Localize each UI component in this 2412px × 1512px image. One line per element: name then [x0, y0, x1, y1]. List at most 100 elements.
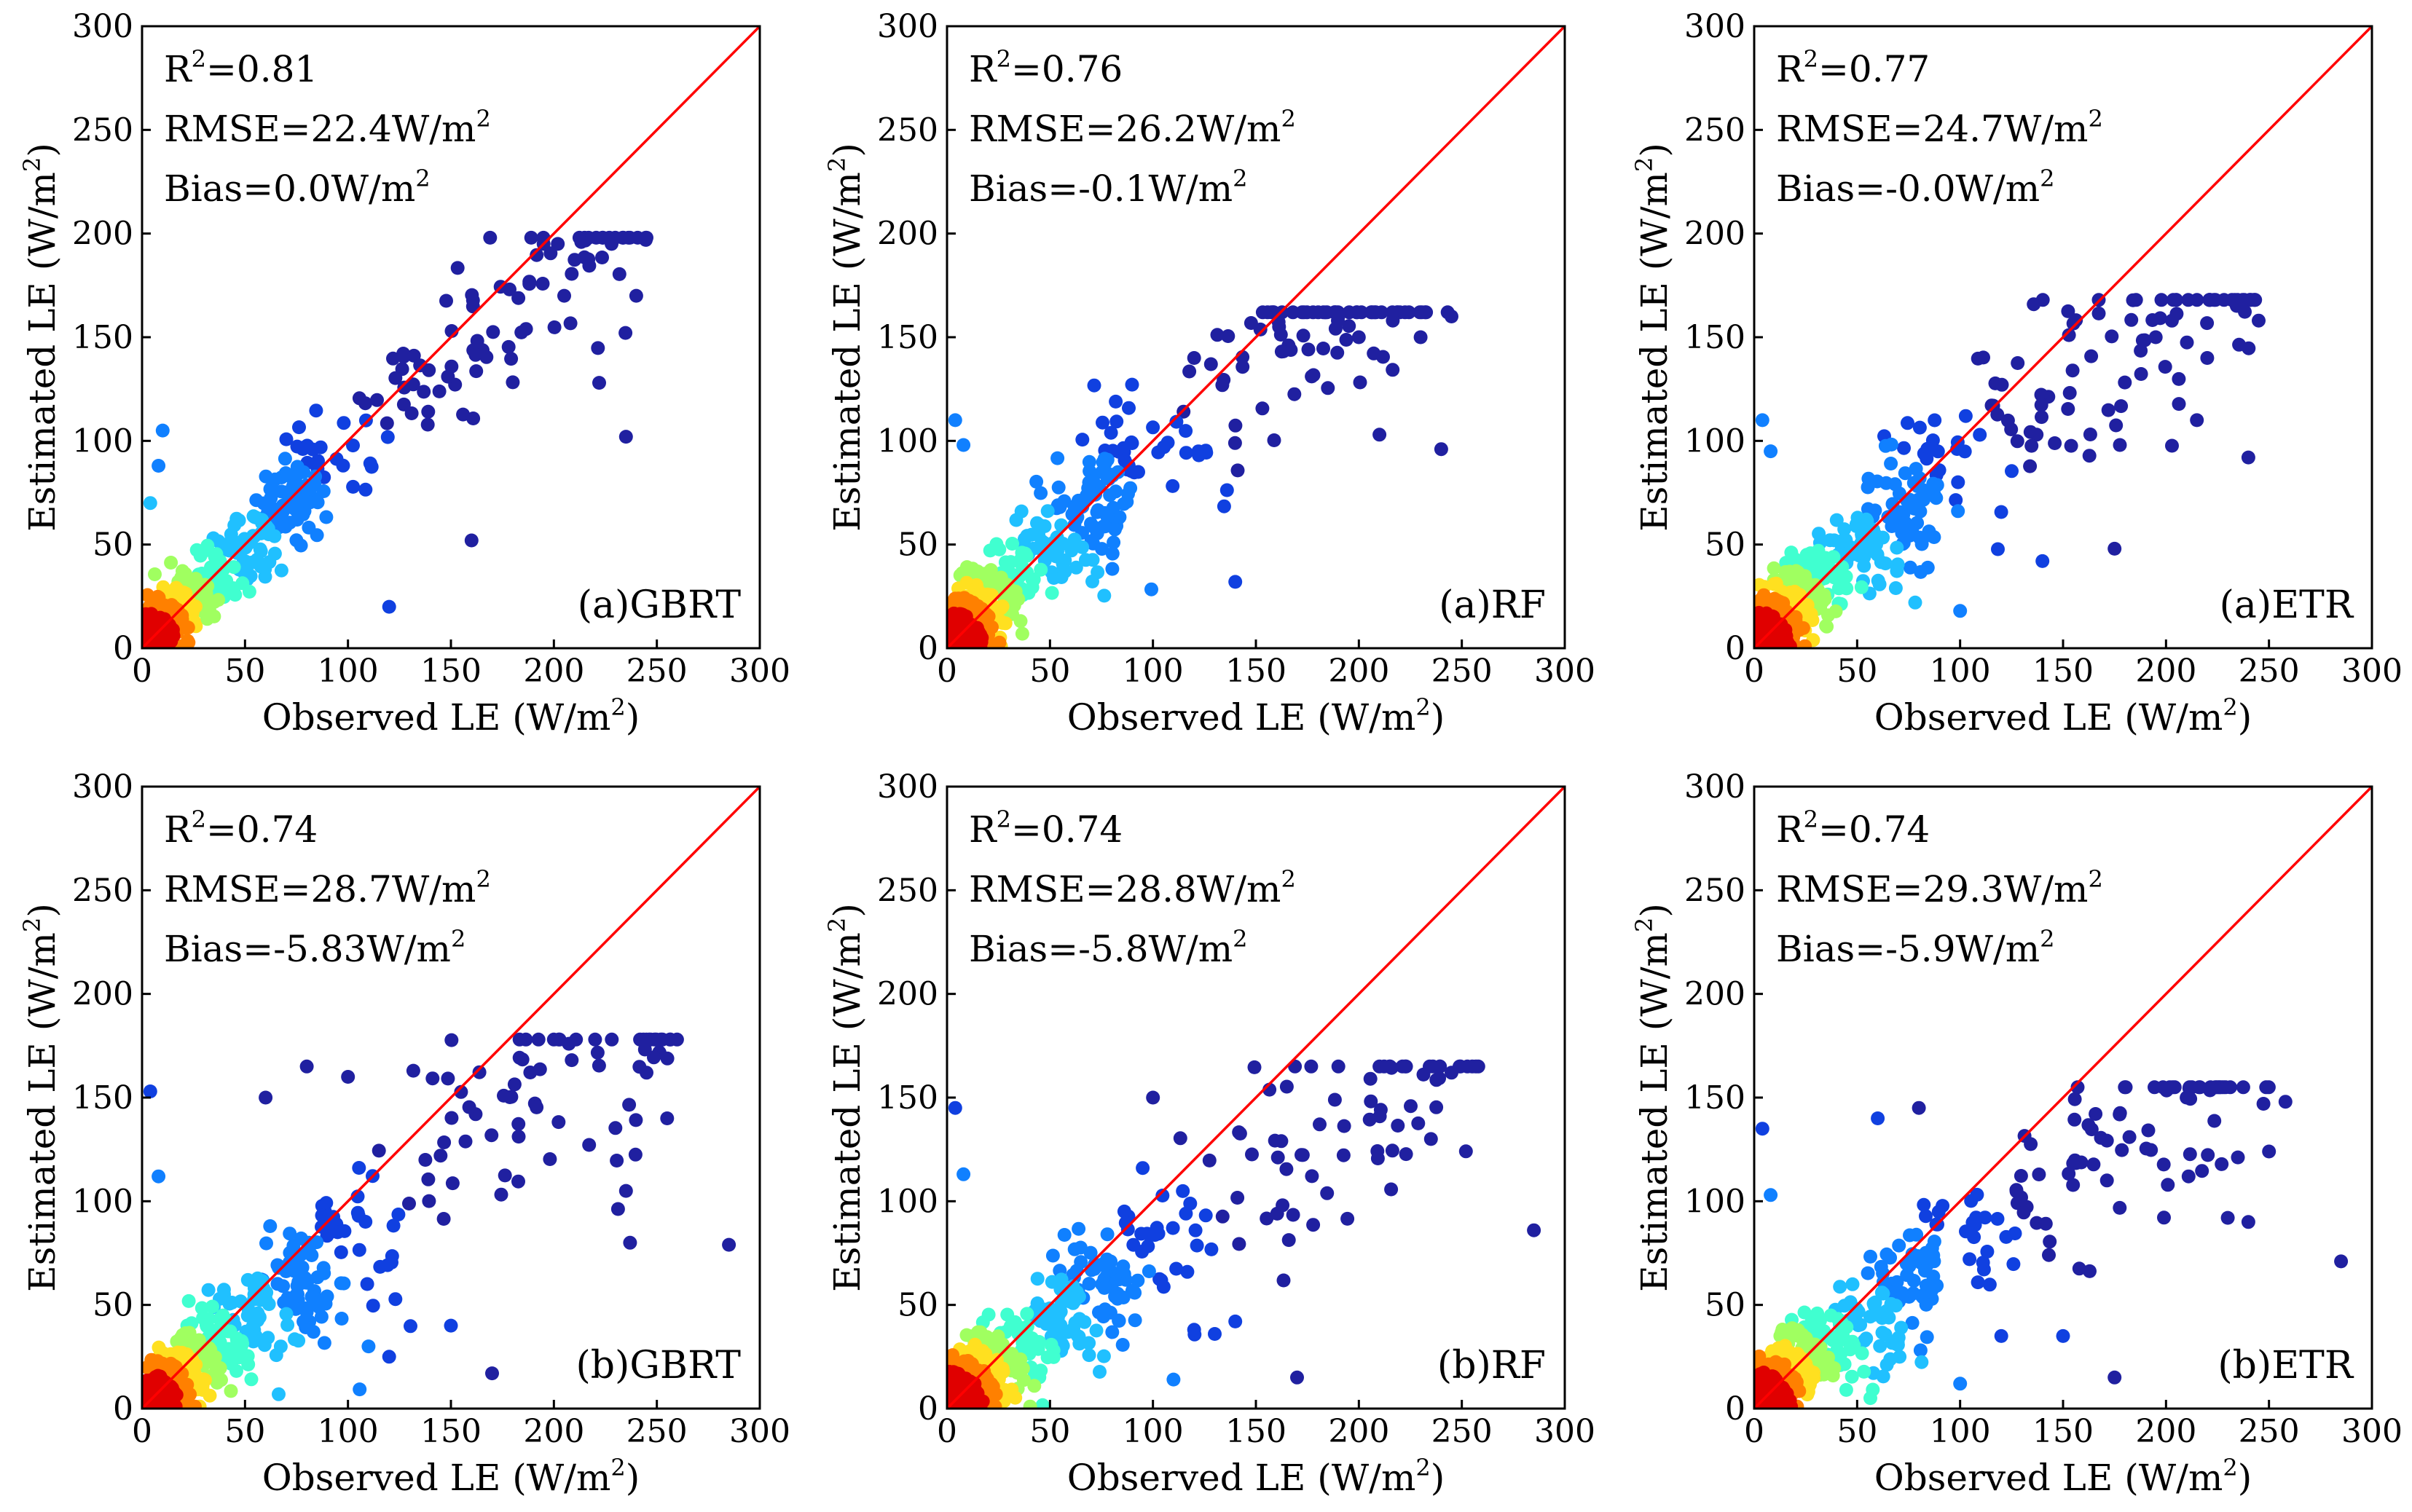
- data-point: [1877, 1275, 1890, 1289]
- data-point: [618, 1184, 633, 1198]
- data-point: [305, 1290, 319, 1304]
- x-tick-label: 300: [729, 1413, 790, 1450]
- data-point: [404, 406, 419, 420]
- data-point: [2236, 1080, 2250, 1095]
- x-axis-label-main: Observed LE (W/m: [1067, 696, 1416, 739]
- data-point: [2061, 304, 2075, 318]
- data-point: [2024, 438, 2039, 453]
- data-point: [269, 1348, 283, 1363]
- y-axis-label-sup: 2: [823, 157, 851, 172]
- data-point: [1187, 351, 1201, 365]
- data-point: [2166, 293, 2180, 307]
- data-point: [1105, 1325, 1120, 1339]
- data-point: [2083, 428, 2097, 441]
- data-point: [1215, 1209, 1230, 1224]
- data-point: [605, 1032, 619, 1047]
- data-point: [152, 1169, 166, 1184]
- data-point: [1204, 1242, 1219, 1256]
- x-tick-label: 100: [1930, 653, 1991, 690]
- data-point: [227, 560, 241, 575]
- y-tick-label: 0: [918, 1390, 938, 1428]
- data-point: [1914, 537, 1929, 551]
- data-point: [1100, 470, 1115, 485]
- data-point: [1363, 1071, 1378, 1086]
- data-point: [317, 1336, 331, 1350]
- data-point: [1082, 1277, 1096, 1291]
- r-squared-value: =0.74: [206, 808, 318, 851]
- data-point: [2231, 1150, 2245, 1165]
- y-axis-label: Estimated LE (W/m2): [18, 143, 63, 532]
- y-axis-label-sup: 2: [18, 157, 46, 172]
- data-point: [388, 371, 403, 385]
- bias-main: Bias=-5.8W/m: [969, 928, 1233, 970]
- data-point: [1336, 1148, 1351, 1162]
- data-point: [2156, 1157, 2171, 1172]
- x-tick-label: 0: [937, 653, 957, 690]
- bias-main: Bias=-5.83W/m: [164, 928, 451, 970]
- data-point: [1429, 1073, 1444, 1087]
- data-point: [1122, 401, 1136, 415]
- data-point: [494, 1187, 508, 1202]
- data-point: [623, 1235, 637, 1250]
- data-point: [512, 1050, 527, 1065]
- data-point: [1362, 1112, 1377, 1127]
- one-to-one-line: [141, 785, 761, 1410]
- data-point: [2010, 434, 2024, 449]
- data-point: [1047, 571, 1061, 585]
- x-axis-label: Observed LE (W/m2): [262, 693, 640, 739]
- data-point: [557, 288, 571, 303]
- data-point: [501, 339, 516, 354]
- data-point: [546, 1032, 561, 1047]
- data-point: [1105, 562, 1120, 576]
- data-point: [511, 291, 526, 305]
- data-point: [2241, 1215, 2255, 1229]
- data-point: [2200, 316, 2215, 331]
- y-axis-label-sup: 2: [18, 918, 46, 932]
- y-axis-label-end: ): [826, 143, 868, 157]
- data-point: [2105, 329, 2119, 344]
- data-point: [2157, 1210, 2171, 1225]
- bias-main: Bias=-5.9W/m: [1776, 928, 2040, 970]
- data-point: [1270, 1206, 1284, 1221]
- data-point: [956, 1167, 971, 1181]
- data-point: [507, 1077, 522, 1092]
- data-point: [1109, 414, 1124, 429]
- data-point: [388, 1292, 403, 1307]
- y-axis-label: Estimated LE (W/m2): [18, 903, 63, 1292]
- data-point: [334, 1245, 348, 1259]
- y-tick-label: 100: [72, 1183, 133, 1220]
- data-point: [2190, 413, 2204, 428]
- y-tick-label: 150: [877, 319, 938, 356]
- data-point: [2220, 1210, 2235, 1225]
- data-point: [1279, 1079, 1294, 1094]
- data-point: [1959, 1224, 1973, 1239]
- data-point: [1764, 444, 1778, 459]
- data-point: [1340, 1211, 1355, 1226]
- data-point: [1386, 313, 1400, 328]
- data-point: [2113, 1200, 2127, 1215]
- data-point: [456, 407, 471, 422]
- y-axis-label-sup: 2: [823, 918, 851, 932]
- data-point: [444, 1318, 458, 1333]
- data-point: [1097, 1280, 1112, 1295]
- bias-annotation: Bias=-0.0W/m2: [1776, 165, 2055, 210]
- data-point: [563, 316, 578, 331]
- y-tick-label: 100: [877, 422, 938, 460]
- x-tick-label: 150: [1225, 653, 1286, 690]
- data-point: [1050, 451, 1065, 465]
- x-tick-label: 50: [224, 653, 265, 690]
- data-point: [1255, 401, 1270, 416]
- data-point: [1920, 452, 1934, 466]
- y-tick-label: 50: [897, 527, 938, 564]
- data-point: [334, 1312, 349, 1326]
- data-point: [1919, 1297, 1933, 1312]
- rmse-main: RMSE=28.7W/m: [164, 868, 476, 910]
- data-point: [1304, 1059, 1319, 1074]
- data-point: [590, 1045, 605, 1060]
- y-axis-label-end: ): [1633, 903, 1676, 918]
- data-point: [155, 423, 170, 438]
- data-point: [1885, 519, 1899, 533]
- data-point: [1131, 1273, 1145, 1288]
- x-tick-label: 0: [1744, 1413, 1764, 1450]
- data-point: [1879, 1358, 1894, 1372]
